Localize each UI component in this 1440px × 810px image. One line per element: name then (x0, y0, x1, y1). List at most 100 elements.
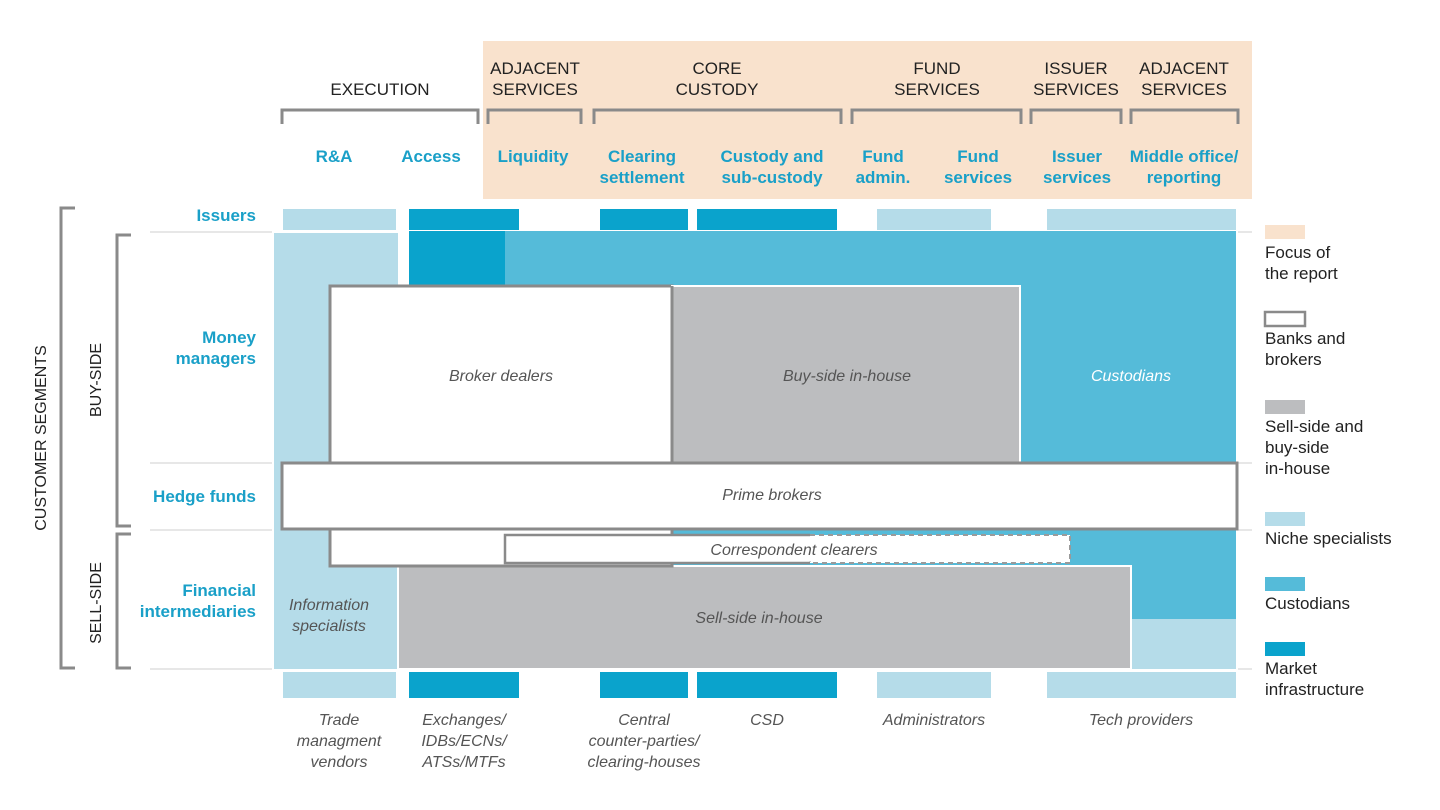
header-adjacent-services-1: ADJACENT SERVICES (490, 59, 580, 99)
sell-side-in-house-box (397, 565, 1132, 670)
top-bar-administrators (877, 209, 991, 230)
col-clearing: Clearing settlement (599, 147, 684, 187)
legend-swatch-in-house (1265, 400, 1305, 414)
col-middle-office: Middle office/reporting (1130, 147, 1239, 187)
text-line: ISSUER (1044, 59, 1107, 78)
text-line: Financial (182, 581, 256, 600)
text-line: Custody and (721, 147, 824, 166)
text-line: SERVICES (1141, 80, 1227, 99)
text-line: admin. (856, 168, 911, 187)
text-line: SERVICES (894, 80, 980, 99)
bottom-bar-tech-providers (1047, 672, 1236, 698)
text-line: Middle office/ (1130, 147, 1239, 166)
header-fund-services: FUND SERVICES (894, 59, 980, 99)
text-line: specialists (292, 618, 366, 635)
label-customer-segments: CUSTOMER SEGMENTS (33, 345, 50, 531)
text-line: managment (297, 733, 382, 750)
text-line: Clearing (608, 147, 676, 166)
text-line: FUND (913, 59, 960, 78)
text-line: Issuers (196, 206, 256, 225)
text-line: Fund (957, 147, 999, 166)
text-line: CUSTODY (676, 80, 759, 99)
label-information-specialists: Information specialists (289, 597, 369, 635)
text-line: vendors (311, 754, 368, 771)
top-bar-csd (697, 209, 837, 230)
text-line: Sell-side and (1265, 417, 1363, 436)
text-line: ADJACENT (490, 59, 580, 78)
segment-hedge-funds: Hedge funds (153, 487, 256, 506)
text-line: Exchanges/ (422, 712, 507, 729)
text-line: Fund (862, 147, 904, 166)
text-line: Central (618, 712, 670, 729)
col-ra: R&A (316, 147, 353, 166)
top-bar-exchanges (409, 209, 519, 230)
text-line: IDBs/ECNs/ (421, 733, 508, 750)
text-line: infrastructure (1265, 680, 1364, 699)
text-line: CSD (750, 712, 784, 729)
correspondent-clearers-solid (503, 533, 810, 565)
legend-custodians: Custodians (1265, 594, 1350, 613)
bracket-issuer-services (1029, 108, 1123, 124)
text-line: SERVICES (1033, 80, 1119, 99)
bracket-adjacent-1 (486, 108, 583, 124)
segment-money-managers: Money managers (176, 328, 257, 368)
bottom-label-csd: CSD (750, 712, 784, 729)
text-line: Niche specialists (1265, 529, 1392, 548)
text-line: clearing-houses (588, 754, 701, 771)
col-fund-services: Fund services (944, 147, 1012, 187)
text-line: Tech providers (1089, 712, 1193, 729)
bracket-customer-segments (59, 206, 75, 670)
label-sell-side: SELL-SIDE (88, 562, 105, 644)
legend-swatch-market (1265, 642, 1305, 656)
bottom-label-exchanges: Exchanges/IDBs/ECNs/ATSs/MTFs (421, 712, 508, 771)
text-line: Trade (319, 712, 360, 729)
bracket-buy-side (115, 233, 131, 528)
text-line: intermediaries (140, 602, 256, 621)
buy-side-in-house-box (671, 285, 1021, 464)
col-access: Access (401, 147, 461, 166)
prime-brokers-box (280, 461, 1239, 531)
legend-banks: Banks and brokers (1265, 329, 1345, 369)
text-line: ATSs/MTFs (421, 754, 505, 771)
col-fund-admin: Fund admin. (856, 147, 911, 187)
header-execution: EXECUTION (330, 80, 429, 99)
segment-financial-intermediaries: Financial intermediaries (140, 581, 256, 621)
text-line: ADJACENT (1139, 59, 1229, 78)
bracket-core-custody (592, 108, 843, 124)
bottom-bar-administrators (877, 672, 991, 698)
legend-market: Market infrastructure (1265, 659, 1364, 699)
text-line: Money (202, 328, 256, 347)
text-line: sub-custody (721, 168, 823, 187)
bracket-execution (280, 108, 480, 124)
label-sell-side-in-house: Sell-side in-house (695, 610, 822, 627)
header-adjacent-services-2: ADJACENT SERVICES (1139, 59, 1229, 99)
text-line: Issuer (1052, 147, 1102, 166)
text-line: services (1043, 168, 1111, 187)
bottom-bar-exchanges (409, 672, 519, 698)
header-issuer-services: ISSUER SERVICES (1033, 59, 1119, 99)
text-line: Banks and (1265, 329, 1345, 348)
text-line: managers (176, 349, 256, 368)
label-buy-side-in-house: Buy-side in-house (783, 368, 911, 385)
bracket-sell-side (115, 532, 131, 670)
text-line: R&A (316, 147, 353, 166)
text-line: SERVICES (492, 80, 578, 99)
bracket-adjacent-2 (1129, 108, 1240, 124)
text-line: Market (1265, 659, 1317, 678)
bottom-label-tech-providers: Tech providers (1089, 712, 1193, 729)
label-broker-dealers: Broker dealers (449, 368, 553, 385)
text-line: Access (401, 147, 461, 166)
bottom-label-trade-mgmt: Trade managment vendors (297, 712, 382, 771)
text-line: Information (289, 597, 369, 614)
label-correspondent-clearers: Correspondent clearers (710, 542, 877, 559)
bottom-bar-ccp (600, 672, 688, 698)
text-line: CORE (692, 59, 741, 78)
legend-in-house: Sell-side and buy-side in-house (1265, 417, 1363, 478)
legend-swatch-banks (1263, 310, 1307, 328)
header-core-custody: CORE CUSTODY (676, 59, 759, 99)
text-line: reporting (1147, 168, 1222, 187)
label-custodians: Custodians (1091, 368, 1171, 385)
focus-band (483, 41, 1252, 199)
text-line: Liquidity (498, 147, 569, 166)
text-line: Focus of (1265, 243, 1330, 262)
